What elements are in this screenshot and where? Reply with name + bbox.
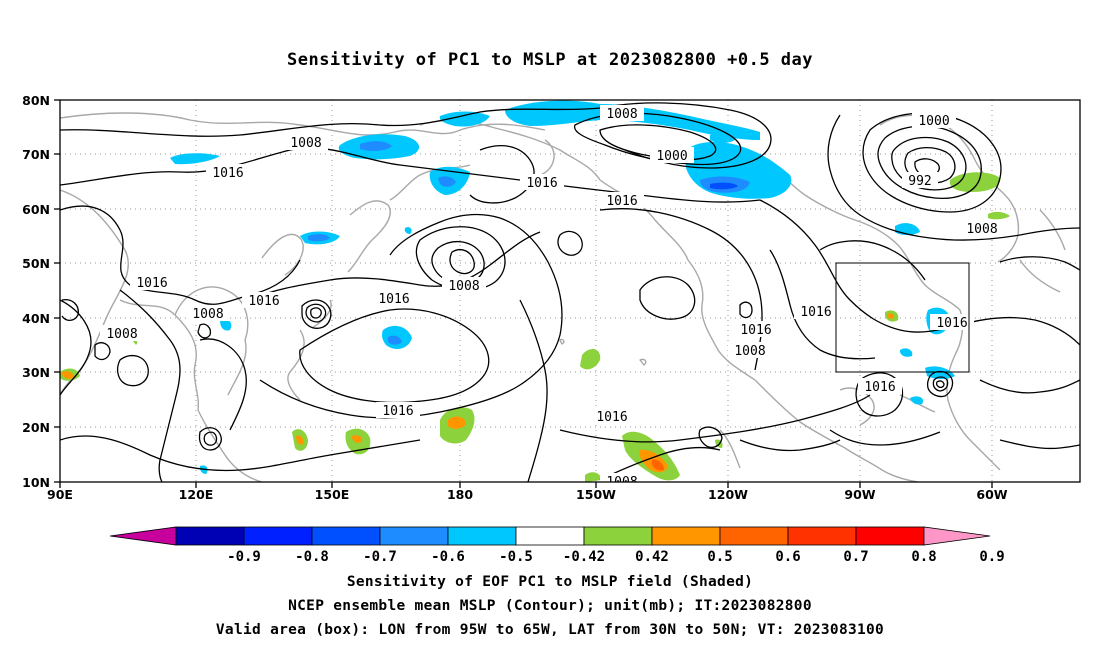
contour-label: 1000 bbox=[656, 149, 687, 164]
map-frame bbox=[59, 99, 1081, 483]
lat-label: 10N bbox=[22, 475, 50, 490]
contour-label: 1008 bbox=[106, 327, 137, 342]
contour-label: 1008 bbox=[606, 107, 637, 122]
colorbar-label: -0.7 bbox=[363, 549, 397, 565]
contour-label: 1016 bbox=[248, 294, 279, 309]
lon-label: 150W bbox=[576, 487, 616, 502]
lon-label: 120E bbox=[179, 487, 214, 502]
contour-label: 1008 bbox=[290, 136, 321, 151]
contour-label: 1008 bbox=[966, 222, 997, 237]
contour-label: 1016 bbox=[596, 410, 627, 425]
colorbar-label: 0.9 bbox=[979, 549, 1004, 565]
lon-label: 150E bbox=[315, 487, 350, 502]
lon-label: 60W bbox=[976, 487, 1007, 502]
colorbar-swatch bbox=[651, 526, 721, 546]
colorbar-swatch bbox=[447, 526, 517, 546]
colorbar-swatch bbox=[787, 526, 857, 546]
valid-area-box bbox=[835, 262, 970, 373]
contour-label: 1016 bbox=[864, 380, 895, 395]
colorbar-swatch bbox=[855, 526, 925, 546]
map-title: Sensitivity of PC1 to MSLP at 2023082800… bbox=[286, 50, 813, 70]
contour-label: 1000 bbox=[918, 114, 949, 129]
lat-label: 40N bbox=[22, 311, 50, 326]
colorbar-swatch bbox=[515, 526, 585, 546]
contour-label: 1008 bbox=[192, 307, 223, 322]
colorbar-label: 0.42 bbox=[635, 549, 669, 565]
lat-label: 80N bbox=[22, 93, 50, 108]
colorbar-swatch bbox=[243, 526, 313, 546]
caption-line-2: NCEP ensemble mean MSLP (Contour); unit(… bbox=[288, 598, 812, 614]
caption-line-3: Valid area (box): LON from 95W to 65W, L… bbox=[215, 622, 885, 638]
axis-ticks bbox=[54, 99, 993, 488]
lon-label: 90W bbox=[844, 487, 875, 502]
contour-label: 1016 bbox=[378, 292, 409, 307]
sensitivity-shading bbox=[60, 100, 1010, 482]
colorbar-swatch bbox=[379, 526, 449, 546]
lat-label: 30N bbox=[22, 365, 50, 380]
colorbar-label: 0.6 bbox=[775, 549, 800, 565]
contour-label: 1016 bbox=[526, 176, 557, 191]
colorbar: -0.9 -0.8 -0.7 -0.6 -0.5 -0.42 0.42 0.5 0.6 0.7 0.… bbox=[109, 526, 1005, 565]
caption-line-1: Sensitivity of EOF PC1 to MSLP field (Sh… bbox=[346, 574, 754, 590]
colorbar-swatch bbox=[583, 526, 653, 546]
lat-label: 70N bbox=[22, 147, 50, 162]
colorbar-swatch bbox=[311, 526, 381, 546]
lon-label: 90E bbox=[47, 487, 73, 502]
lat-label: 20N bbox=[22, 420, 50, 435]
contour-label: 1008 bbox=[448, 279, 479, 294]
colorbar-swatch bbox=[719, 526, 789, 546]
colorbar-label: -0.42 bbox=[563, 549, 605, 565]
contour-label: 1016 bbox=[382, 404, 413, 419]
colorbar-label: 0.7 bbox=[843, 549, 868, 565]
map-gridlines bbox=[60, 100, 1080, 482]
contour-label: 1016 bbox=[800, 305, 831, 320]
colorbar-label: -0.8 bbox=[295, 549, 329, 565]
map-background bbox=[60, 100, 1080, 482]
lon-label: 180 bbox=[447, 487, 473, 502]
lat-label: 60N bbox=[22, 202, 50, 217]
longitude-labels: 90E 120E 150E 180 150W 120W 90W 60W bbox=[47, 487, 1008, 502]
latitude-labels: 80N 70N 60N 50N 40N 30N 20N 10N bbox=[22, 93, 50, 490]
contour-label: 1016 bbox=[936, 316, 967, 331]
contour-label: 1008 bbox=[734, 344, 765, 359]
colorbar-arrow-min bbox=[109, 526, 177, 546]
colorbar-label: 0.5 bbox=[707, 549, 732, 565]
colorbar-label: -0.9 bbox=[227, 549, 261, 565]
contour-label: 1016 bbox=[606, 194, 637, 209]
contour-label: 1008 bbox=[606, 475, 637, 490]
contour-label-layer: 1008 1016 1008 1016 1016 1008 1016 1016 … bbox=[100, 105, 1004, 490]
colorbar-arrow-max bbox=[923, 526, 991, 546]
colorbar-label: 0.8 bbox=[911, 549, 936, 565]
lon-label: 120W bbox=[708, 487, 748, 502]
lat-label: 50N bbox=[22, 256, 50, 271]
contour-label: 992 bbox=[908, 174, 931, 189]
colorbar-swatch bbox=[175, 526, 245, 546]
colorbar-label: -0.5 bbox=[499, 549, 533, 565]
colorbar-label: -0.6 bbox=[431, 549, 465, 565]
contour-label: 1016 bbox=[212, 166, 243, 181]
contour-label: 1016 bbox=[740, 323, 771, 338]
contour-label: 1016 bbox=[136, 276, 167, 291]
